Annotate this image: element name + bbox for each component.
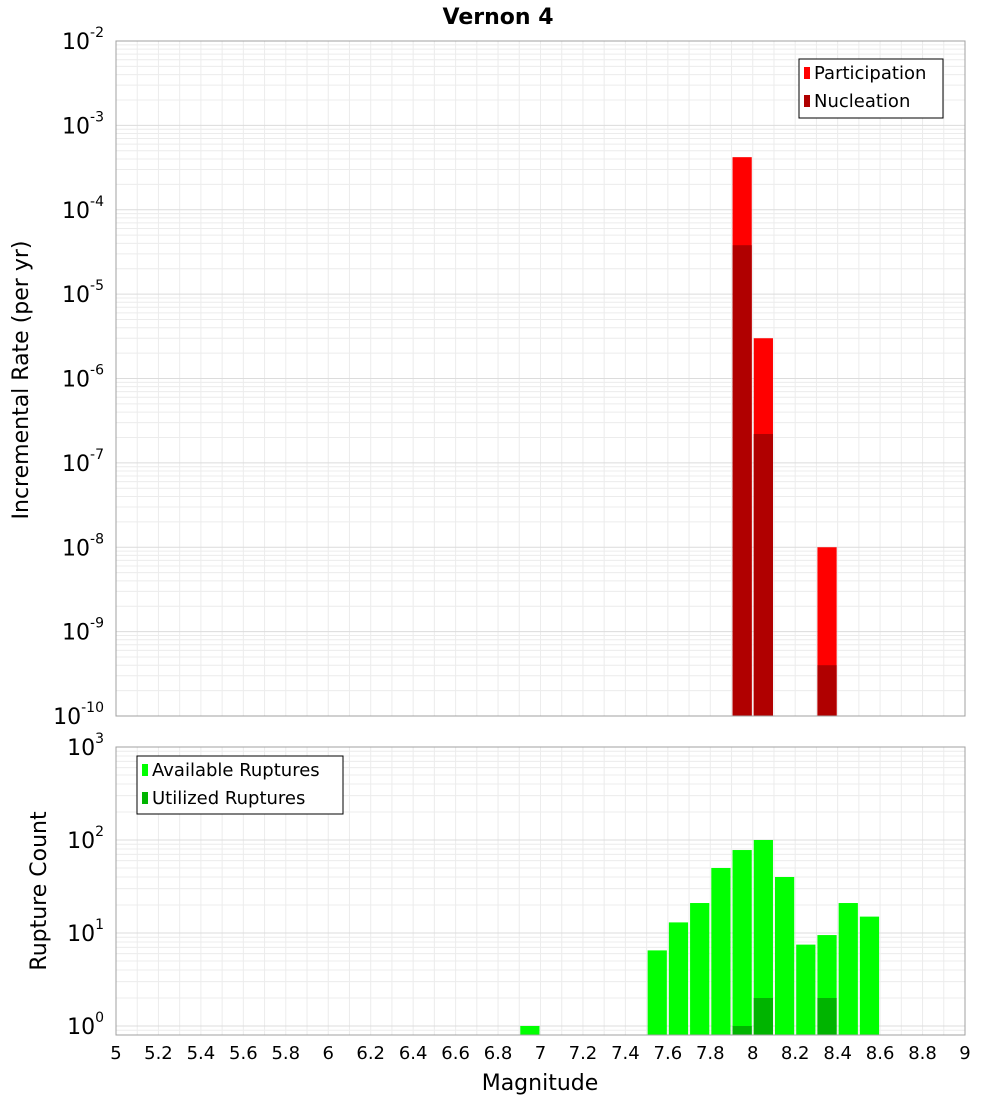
y-tick-label: 10-9: [62, 616, 104, 646]
legend-label: Participation: [814, 63, 926, 84]
x-tick-label: 5.2: [144, 1043, 173, 1064]
y-tick-label: 101: [67, 917, 104, 947]
x-tick-label: 5: [110, 1043, 121, 1064]
legend: Available Ruptures Utilized Ruptures: [136, 755, 344, 815]
legend: Participation Nucleation: [798, 58, 944, 119]
bar: [668, 922, 689, 1035]
y-tick-label: 100: [67, 1010, 104, 1040]
legend-box: [136, 755, 344, 815]
chart-title: Vernon 4: [443, 5, 554, 30]
y-tick-label: 102: [67, 824, 104, 854]
bar: [690, 903, 710, 1035]
series-available-ruptures: [520, 839, 880, 1035]
bar: [732, 850, 752, 1035]
legend-label: Available Ruptures: [152, 760, 320, 781]
y-tick-label: 10-7: [62, 447, 104, 477]
y-tick-label: 10-2: [62, 25, 104, 55]
bar: [711, 867, 731, 1035]
x-tick-label: 9: [959, 1043, 970, 1064]
x-tick-label: 7.4: [611, 1043, 640, 1064]
y-tick-label: 103: [67, 731, 104, 761]
series-nucleation: [732, 245, 837, 717]
x-tick-label: 8.6: [866, 1043, 895, 1064]
legend-box: [798, 58, 944, 119]
legend-swatch: [142, 792, 148, 804]
x-tick-label: 7: [535, 1043, 546, 1064]
bar: [753, 433, 773, 716]
x-tick-label: 6.4: [399, 1043, 428, 1064]
y-tick-label: 10-8: [62, 531, 104, 561]
bar: [859, 916, 880, 1035]
x-tick-label: 5.8: [271, 1043, 300, 1064]
legend-label: Utilized Ruptures: [152, 788, 305, 809]
y-tick-labels: 100 101 102 103: [67, 731, 104, 1040]
bar: [753, 839, 773, 1035]
bar: [732, 1025, 752, 1035]
x-tick-label: 6.8: [484, 1043, 513, 1064]
bar: [838, 903, 858, 1035]
y-tick-label: 10-10: [53, 700, 104, 730]
y-tick-labels: 10-10 10-9 10-8 10-7 10-6 10-5 10-4 10-3 10-2: [53, 25, 104, 730]
legend-swatch: [804, 95, 810, 107]
series-utilized-ruptures: [732, 997, 837, 1035]
y-tick-label: 10-4: [62, 194, 104, 224]
plot-frame: [115, 40, 966, 717]
legend-swatch: [804, 67, 810, 79]
x-tick-labels: 5 5.2 5.4 5.6 5.8 6 6.2 6.4 6.6 6.8 7 7.2 7.4 7.6 7.8 8…: [110, 1043, 970, 1064]
x-tick-label: 5.4: [187, 1043, 216, 1064]
x-tick-label: 7.2: [569, 1043, 598, 1064]
x-tick-label: 7.8: [696, 1043, 725, 1064]
gridlines: [115, 40, 966, 717]
x-axis-label: Magnitude: [482, 1071, 599, 1096]
legend-label: Nucleation: [814, 91, 910, 112]
bar: [817, 665, 837, 716]
y-axis-label-incremental-rate: Incremental Rate (per yr): [9, 241, 34, 520]
bar: [753, 997, 773, 1035]
y-tick-label: 10-3: [62, 109, 104, 139]
y-tick-label: 10-5: [62, 278, 104, 308]
x-tick-label: 6: [323, 1043, 334, 1064]
bar: [520, 1025, 540, 1035]
rupture-count-plot: 100 101 102 103 5 5.2 5.4 5.6 5.8 6 6.2 6.4 6.6 6.8 7 7…: [67, 731, 971, 1064]
y-tick-label: 10-6: [62, 363, 104, 393]
bar: [647, 950, 667, 1035]
bar: [732, 245, 752, 717]
x-tick-label: 8.4: [823, 1043, 852, 1064]
legend-swatch: [142, 764, 148, 776]
plot-frame: [115, 746, 966, 1036]
x-tick-label: 6.6: [441, 1043, 470, 1064]
bar: [817, 997, 837, 1035]
x-tick-label: 8.8: [908, 1043, 937, 1064]
x-tick-label: 5.6: [229, 1043, 258, 1064]
x-tick-label: 8: [747, 1043, 758, 1064]
x-tick-label: 6.2: [356, 1043, 385, 1064]
x-tick-label: 8.2: [781, 1043, 810, 1064]
bar: [774, 877, 795, 1035]
y-axis-label-rupture-count: Rupture Count: [27, 811, 52, 971]
x-tick-label: 7.6: [654, 1043, 683, 1064]
incremental-rate-plot: 10-10 10-9 10-8 10-7 10-6 10-5 10-4 10-3 10-2 Par…: [53, 25, 966, 730]
bar: [796, 944, 816, 1035]
